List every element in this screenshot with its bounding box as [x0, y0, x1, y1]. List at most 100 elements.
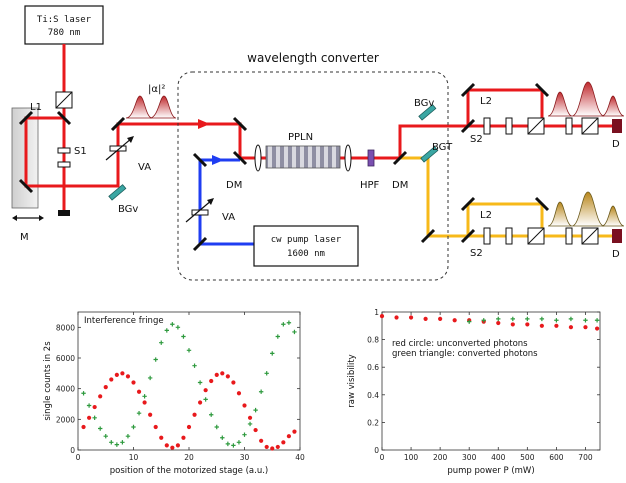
bgt-grating	[420, 146, 439, 163]
data-point-series-0	[554, 323, 559, 328]
data-point-series-1	[159, 340, 164, 345]
data-point-series-0	[394, 315, 399, 320]
data-point-series-1	[510, 316, 515, 322]
x-tick-label: 700	[578, 453, 593, 462]
x-tick-label: 100	[404, 453, 419, 462]
y-tick-label: 4000	[56, 385, 75, 394]
y-tick-label: 2000	[56, 415, 75, 424]
y-tick-label: 0.4	[367, 391, 379, 400]
data-point-series-1	[209, 412, 214, 417]
y-tick-label: 0.6	[367, 363, 379, 372]
x-tick-label: 300	[462, 453, 477, 462]
y-tick-label: 1	[374, 308, 379, 317]
data-point-series-0	[214, 372, 219, 377]
pump-laser-wavelength: 1600 nm	[287, 249, 325, 259]
data-point-series-0	[236, 391, 242, 396]
label-s1: S1	[74, 146, 87, 157]
data-point-series-0	[136, 389, 142, 394]
label-l1: L1	[30, 102, 42, 113]
pulse-upper-output	[547, 81, 625, 117]
label-d-lower: D	[612, 249, 620, 260]
data-point-series-0	[242, 403, 247, 408]
pulse-input	[125, 95, 177, 119]
ti-laser-box: Ti:S laser 780 nm	[24, 5, 104, 45]
data-point-series-0	[181, 435, 186, 440]
data-point-series-0	[438, 316, 443, 321]
plot-frame	[381, 311, 601, 451]
data-point-series-1	[231, 443, 236, 448]
data-point-series-0	[264, 444, 269, 450]
data-point-series-1	[175, 325, 181, 330]
data-point-series-0	[259, 438, 264, 443]
legend-line: red circle: unconverted photons	[392, 339, 528, 349]
pulse-lower-output	[547, 191, 625, 227]
data-point-series-1	[98, 426, 103, 431]
x-axis-label: pump power P (mW)	[447, 466, 534, 476]
ppln-crystal	[265, 145, 341, 169]
data-point-series-0	[423, 316, 428, 321]
s1-plate-a	[57, 147, 71, 154]
data-point-series-1	[147, 375, 153, 381]
label-s2-upper: S2	[470, 134, 483, 145]
data-point-series-0	[253, 427, 258, 433]
data-point-series-0	[525, 322, 530, 327]
label-bgt: BGT	[432, 142, 453, 153]
data-point-series-0	[114, 372, 119, 377]
data-point-series-1	[583, 318, 588, 323]
data-point-series-0	[131, 380, 136, 385]
pump-laser-box: cw pump laser 1600 nm	[253, 225, 359, 267]
label-m: M	[20, 232, 29, 243]
data-point-series-0	[87, 415, 92, 420]
data-point-series-0	[583, 325, 588, 330]
data-point-series-1	[525, 316, 530, 322]
data-point-series-0	[379, 314, 385, 319]
data-point-series-0	[175, 443, 180, 448]
data-point-series-1	[214, 424, 219, 430]
data-point-series-0	[281, 440, 286, 445]
dm2-mirror	[392, 150, 408, 166]
data-point-series-1	[203, 397, 208, 402]
label-dm2: DM	[392, 180, 408, 191]
dm1-mirror	[232, 150, 248, 166]
data-point-series-1	[103, 434, 108, 439]
mirrors	[18, 82, 550, 252]
x-tick-label: 200	[433, 453, 448, 462]
data-point-series-1	[131, 424, 136, 430]
y-tick-label: 0	[70, 446, 75, 455]
label-va1: VA	[138, 162, 151, 173]
data-point-series-0	[568, 325, 574, 330]
data-point-series-1	[253, 407, 258, 413]
data-point-series-0	[142, 400, 147, 405]
data-point-series-0	[247, 415, 253, 420]
data-point-series-1	[264, 371, 269, 376]
data-point-series-0	[170, 445, 175, 450]
label-l2-upper: L2	[480, 96, 492, 107]
x-tick-label: 30	[240, 453, 250, 462]
label-dm1: DM	[226, 180, 242, 191]
beam-dump	[58, 210, 70, 216]
data-point-series-1	[136, 411, 142, 416]
x-tick-label: 20	[184, 453, 194, 462]
data-point-series-0	[539, 323, 544, 328]
data-point-series-1	[539, 316, 545, 322]
data-point-series-0	[109, 377, 114, 382]
data-point-series-1	[594, 318, 600, 323]
data-point-series-1	[125, 434, 131, 439]
data-point-series-0	[231, 380, 236, 385]
data-point-series-1	[286, 320, 292, 325]
label-l2-lower: L2	[480, 210, 492, 221]
beam-splitter-l1	[55, 91, 73, 109]
label-d-upper: D	[612, 139, 620, 150]
data-point-series-1	[236, 440, 242, 445]
data-point-series-0	[220, 371, 225, 376]
data-point-series-0	[153, 424, 158, 430]
data-point-series-1	[142, 394, 147, 399]
label-bgv2: BGv	[414, 98, 434, 109]
data-point-series-0	[98, 394, 103, 399]
visibility-chart: 0 100 200 300 400 500 600 700 0 0.2 0.4 0.6 0.8 1 pump…	[347, 308, 601, 476]
legend-line: green triangle: converted photons	[392, 349, 538, 359]
chart-title: Interference fringe	[84, 316, 164, 326]
data-point-series-0	[594, 326, 600, 331]
converter-box	[177, 71, 449, 281]
